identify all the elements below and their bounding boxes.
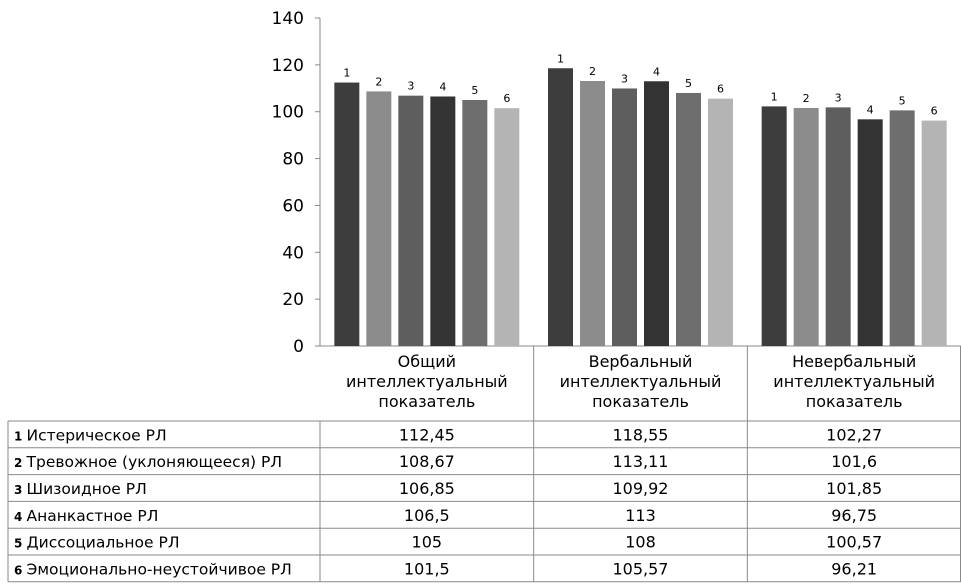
table-cell-value: 113 xyxy=(625,506,656,525)
series-name: Диссоциальное РЛ xyxy=(27,534,180,552)
table-cell-value: 108,67 xyxy=(399,452,455,471)
bar-number-label: 3 xyxy=(407,80,414,93)
series-name: Истерическое РЛ xyxy=(27,426,167,444)
bar-number-label: 4 xyxy=(867,103,874,116)
bars-layer: 1 2 3 4 5 6 1 2 3 4 5 6 1 2 3 4 5 6 xyxy=(334,52,947,347)
bar xyxy=(793,107,819,346)
table-cell-value: 100,57 xyxy=(826,533,882,552)
series-name: Ананкастное РЛ xyxy=(27,507,159,525)
table-cell-value: 118,55 xyxy=(613,425,669,444)
bar xyxy=(857,119,883,346)
series-name: Тревожное (уклоняющееся) РЛ xyxy=(26,453,282,471)
table-cell-value: 96,75 xyxy=(831,506,877,525)
bar xyxy=(494,108,520,346)
y-tick-label: 80 xyxy=(282,150,304,170)
table-cell-value: 113,11 xyxy=(613,452,669,471)
y-tick-label: 20 xyxy=(282,290,304,310)
bar-number-label: 6 xyxy=(717,83,724,96)
table-cell-value: 109,92 xyxy=(613,479,669,498)
category-label: Невербальный xyxy=(792,352,916,371)
bar-number-label: 5 xyxy=(899,94,906,107)
row-label: 4 Ананкастное РЛ xyxy=(14,507,158,525)
bar xyxy=(825,107,851,346)
bar-number-label: 5 xyxy=(685,77,692,90)
bar xyxy=(889,110,915,346)
bar-number-label: 4 xyxy=(439,80,446,93)
table-cell-value: 105 xyxy=(412,533,443,552)
row-label: 2 Тревожное (уклоняющееся) РЛ xyxy=(14,453,282,471)
bar xyxy=(334,82,360,346)
category-label: интеллектуальный xyxy=(773,372,935,391)
bar-number-label: 6 xyxy=(503,92,510,105)
category-label: показатель xyxy=(806,392,903,411)
table-cell-value: 105,57 xyxy=(613,559,669,578)
bar xyxy=(612,88,637,346)
y-tick-label: 120 xyxy=(272,56,304,76)
y-tick-label: 60 xyxy=(282,196,304,216)
bar xyxy=(708,98,733,346)
bar xyxy=(548,68,573,347)
bar-number-label: 3 xyxy=(835,91,842,104)
y-tick-label: 100 xyxy=(272,103,304,123)
y-tick-label: 0 xyxy=(293,337,304,357)
bar xyxy=(398,95,424,346)
bar xyxy=(580,80,605,347)
row-label: 5 Диссоциальное РЛ xyxy=(14,534,180,552)
bar xyxy=(430,96,456,346)
bar-number-label: 1 xyxy=(343,67,350,80)
category-label: Вербальный xyxy=(589,352,693,371)
bar-number-label: 6 xyxy=(931,105,938,118)
row-label: 6 Эмоционально-неустойчивое РЛ xyxy=(14,560,292,578)
row-number: 1 xyxy=(14,429,27,443)
table-cell-value: 102,27 xyxy=(826,425,882,444)
bar xyxy=(921,120,947,346)
table-cell-value: 101,5 xyxy=(404,559,450,578)
category-label: интеллектуальный xyxy=(560,372,722,391)
data-table: 1 Истерическое РЛ 112,45 118,55 102,27 2 Тре… xyxy=(7,346,961,583)
table-cell-value: 101,6 xyxy=(831,452,877,471)
bar-number-label: 2 xyxy=(375,75,382,88)
row-number: 6 xyxy=(14,563,27,577)
category-label: Общий xyxy=(398,352,456,371)
series-name: Эмоционально-неустойчивое РЛ xyxy=(27,560,292,578)
row-label: 1 Истерическое РЛ xyxy=(14,426,167,444)
category-label: показатель xyxy=(378,392,475,411)
table-cell-value: 106,5 xyxy=(404,506,450,525)
bar xyxy=(366,91,392,347)
table-cell-value: 106,85 xyxy=(399,479,455,498)
table-cell-value: 112,45 xyxy=(399,425,455,444)
table-cell-value: 101,85 xyxy=(826,479,882,498)
bar-number-label: 1 xyxy=(557,52,564,65)
bar xyxy=(676,92,701,346)
bar-number-label: 4 xyxy=(653,65,660,78)
bar-number-label: 2 xyxy=(803,92,810,105)
row-number: 5 xyxy=(14,537,27,551)
bar xyxy=(644,81,669,346)
category-label: интеллектуальный xyxy=(346,372,508,391)
row-label: 3 Шизоидное РЛ xyxy=(14,480,147,498)
series-name: Шизоидное РЛ xyxy=(27,480,147,498)
y-tick-label: 40 xyxy=(282,243,304,263)
category-label: показатель xyxy=(592,392,689,411)
axis-layer: 020406080100120140Общийинтеллектуальныйп… xyxy=(272,9,961,411)
bar xyxy=(761,106,787,347)
row-number: 3 xyxy=(14,483,27,497)
bar-number-label: 3 xyxy=(621,72,628,85)
row-number: 2 xyxy=(14,456,27,470)
table-cell-value: 96,21 xyxy=(831,559,877,578)
y-tick-label: 140 xyxy=(272,9,304,29)
bar xyxy=(462,100,488,346)
bar-number-label: 2 xyxy=(589,65,596,78)
bar-number-label: 1 xyxy=(771,90,778,103)
table-cell-value: 108 xyxy=(625,533,656,552)
bar-number-label: 5 xyxy=(471,84,478,97)
row-number: 4 xyxy=(14,510,27,524)
